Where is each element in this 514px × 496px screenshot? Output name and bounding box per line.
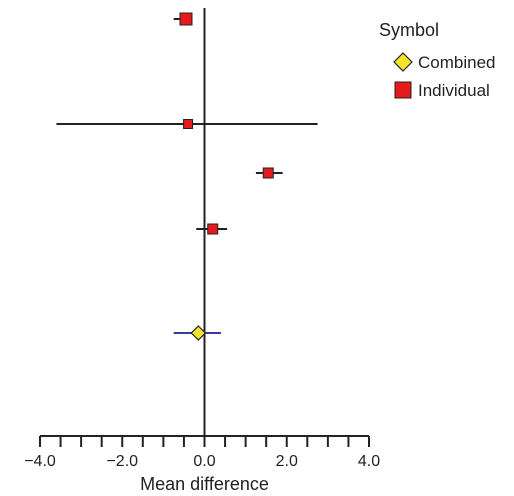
data-point-group [255,167,283,179]
legend-label: Combined [418,53,496,72]
data-point-group [173,325,221,341]
x-tick-label: 4.0 [358,453,380,470]
x-tick-label: 2.0 [276,453,298,470]
individual-marker [183,119,194,129]
individual-marker [262,167,274,179]
individual-marker [207,223,219,235]
x-axis-title: Mean difference [140,474,269,494]
data-point-group [196,223,228,235]
legend-label: Individual [418,81,490,100]
plot-area [56,8,318,436]
data-point-group [56,119,318,129]
x-tick-label: −4.0 [24,453,56,470]
legend-entry: Combined [393,52,496,72]
x-tick-label: 0.0 [193,453,215,470]
x-axis: −4.0 −2.0 0.0 2.0 4.0 [24,435,380,470]
data-point-group [173,12,193,26]
combined-marker [190,325,207,341]
legend-entry: Individual [394,81,490,100]
legend-square-icon [394,81,412,99]
individual-marker [179,12,193,26]
legend: Symbol Combined Individual [379,20,496,100]
legend-diamond-icon [393,52,413,72]
legend-title: Symbol [379,20,439,40]
x-tick-label: −2.0 [106,453,138,470]
